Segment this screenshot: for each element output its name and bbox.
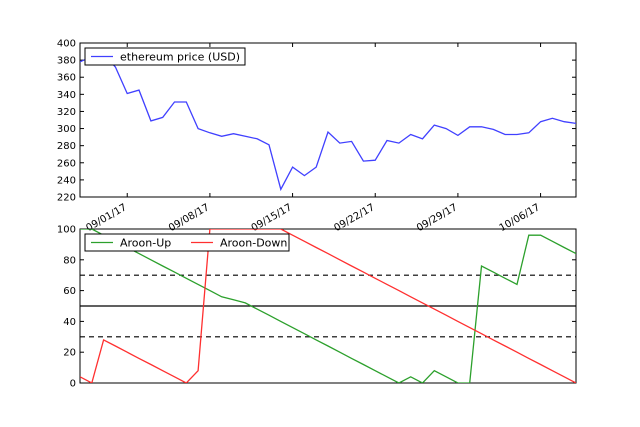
y-tick-label: 380 bbox=[57, 56, 76, 67]
legend: Aroon-Up Aroon-Down bbox=[84, 233, 290, 252]
series-line-aroon-down bbox=[80, 229, 576, 383]
axes-frame bbox=[79, 42, 577, 198]
y-tick-label: 340 bbox=[57, 90, 76, 101]
y-tick-label: 0 bbox=[70, 379, 76, 390]
y-tick-label: 40 bbox=[63, 317, 76, 328]
legend-label: ethereum price (USD) bbox=[120, 51, 240, 64]
y-tick-label: 60 bbox=[63, 286, 76, 297]
legend-label: Aroon-Down bbox=[220, 237, 287, 250]
y-tick-label: 360 bbox=[57, 73, 76, 84]
y-tick-label: 220 bbox=[57, 193, 76, 204]
y-tick-label: 100 bbox=[57, 225, 76, 236]
y-tick-label: 280 bbox=[57, 141, 76, 152]
series-line-ethereum-price-usd bbox=[80, 53, 576, 192]
y-tick-label: 260 bbox=[57, 158, 76, 169]
y-tick-label: 240 bbox=[57, 175, 76, 186]
y-tick-label: 320 bbox=[57, 107, 76, 118]
legend: ethereum price (USD) bbox=[84, 47, 246, 66]
legend-box bbox=[84, 47, 246, 66]
y-tick-label: 300 bbox=[57, 124, 76, 135]
y-tick-label: 400 bbox=[57, 39, 76, 50]
y-tick-label: 20 bbox=[63, 348, 76, 359]
y-tick-label: 80 bbox=[63, 255, 76, 266]
series-line-aroon-up bbox=[80, 229, 576, 383]
legend-label: Aroon-Up bbox=[120, 237, 171, 250]
chart-panel-2: 0 20 40 60 80 100 Aroon-Up Aroon-Down bbox=[57, 225, 577, 390]
legend-box bbox=[84, 233, 290, 252]
